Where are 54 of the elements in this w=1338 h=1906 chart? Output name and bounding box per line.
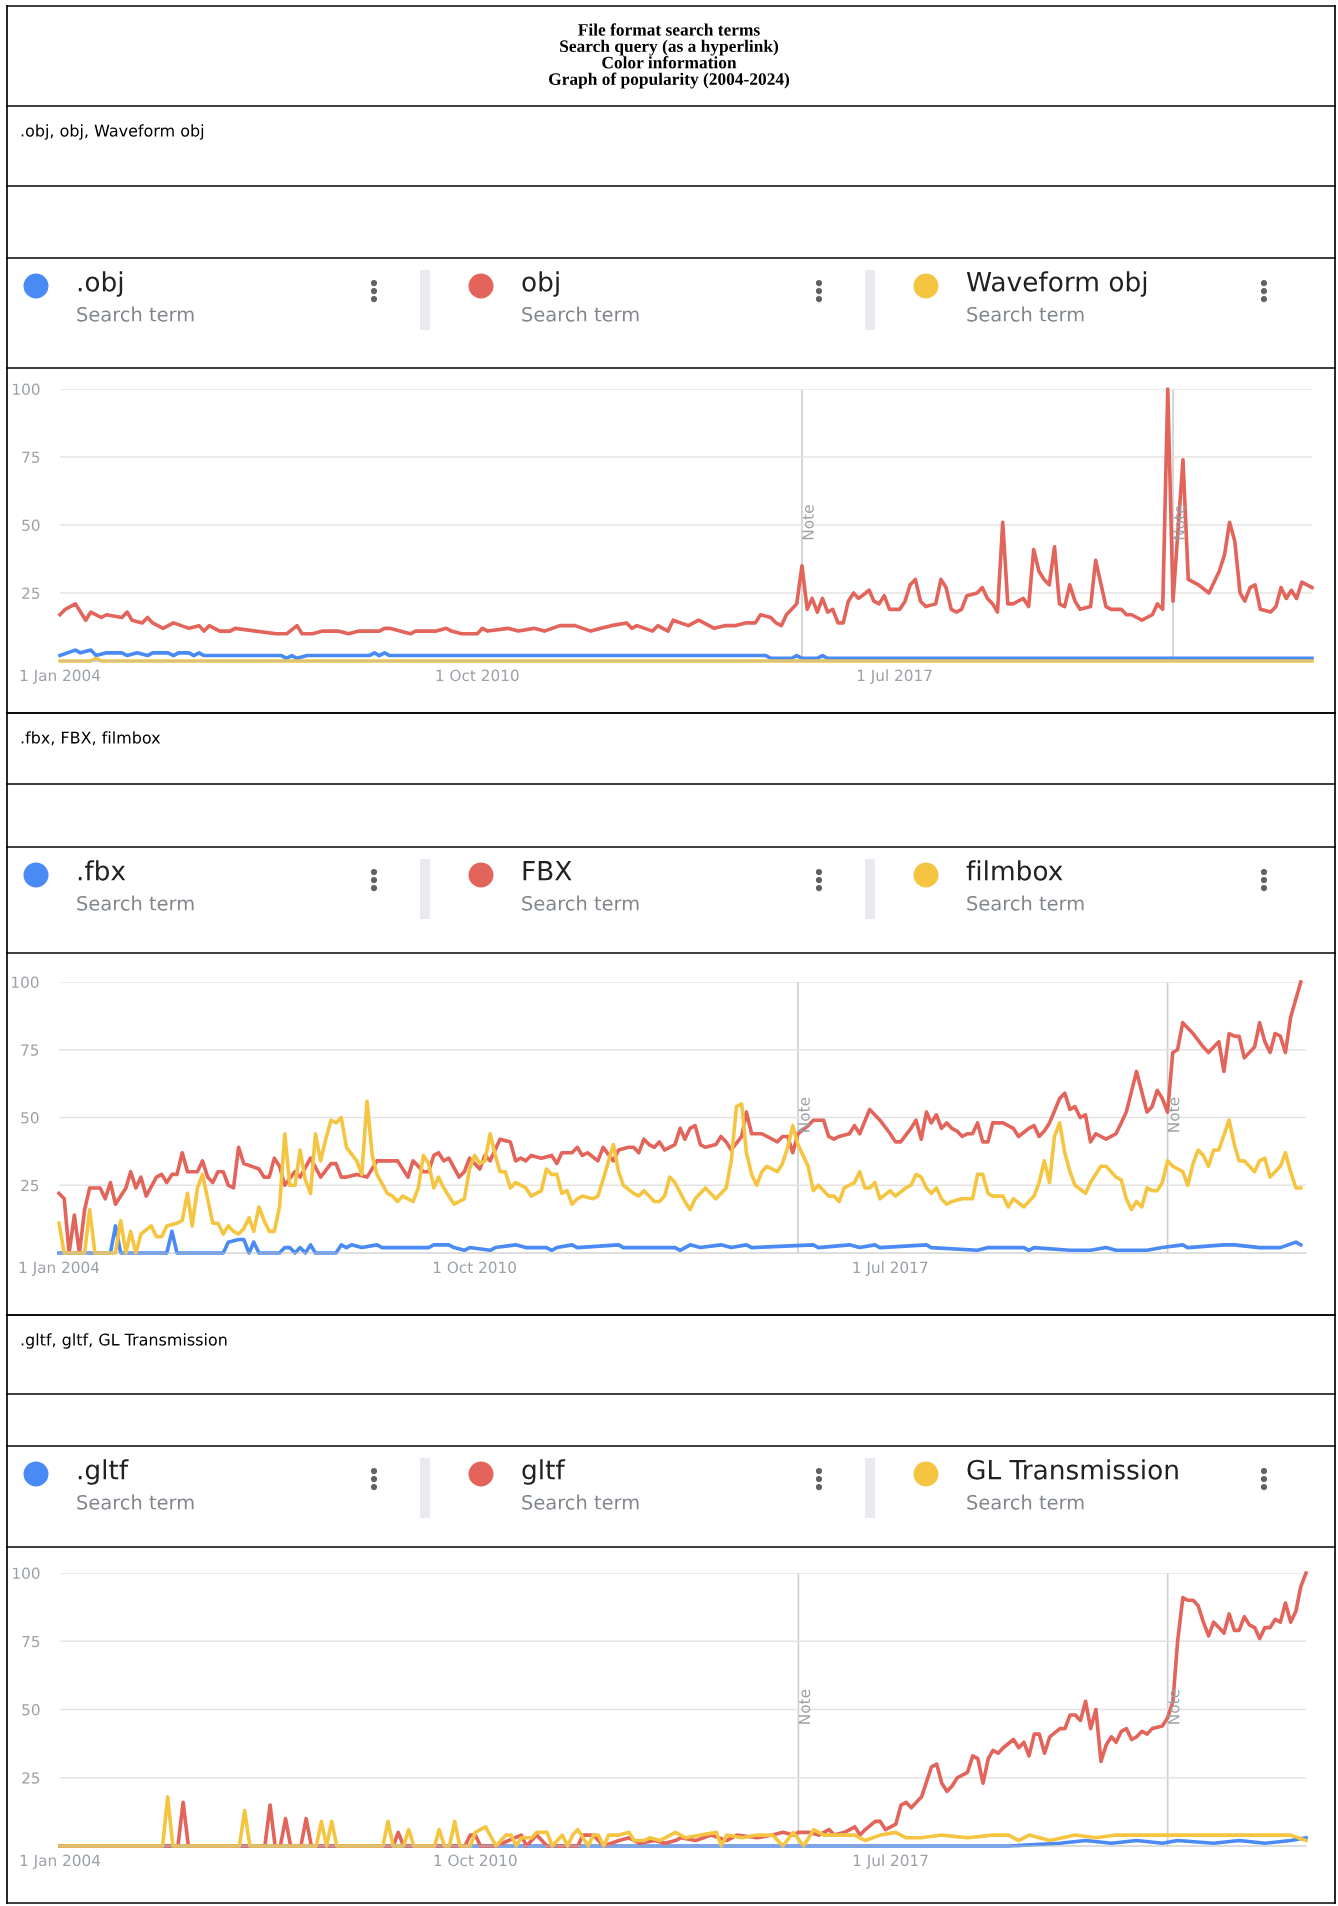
chart-subtitle: .gltf, gltf, GL Transmission: [21, 1333, 227, 1349]
x-tick-label: 1 Oct 2010: [434, 1854, 517, 1867]
chart-subtitle: .obj, obj, Waveform obj: [21, 124, 204, 140]
ref-line-label: Note: [798, 1097, 810, 1132]
y-tick-label: 25: [22, 587, 40, 600]
y-tick-label: 25: [22, 1772, 40, 1784]
x-tick-label: 1 Jan 2004: [20, 669, 101, 684]
y-tick-label: 75: [22, 1635, 40, 1648]
text: Search term: [522, 306, 639, 322]
legend-label: FBX: [523, 861, 572, 881]
y-tick-label: 50: [22, 519, 40, 532]
legend-label: .gltf: [78, 1459, 129, 1485]
legend-label: filmbox: [966, 860, 1063, 881]
x-tick-label: 1 Oct 2010: [436, 669, 519, 682]
x-tick-label: 1 Oct 2010: [433, 1261, 516, 1274]
chart-subtitle: .fbx, FBX, filmbox: [21, 731, 161, 746]
legend-title: Search term: [77, 895, 194, 911]
y-tick-label: 75: [22, 451, 40, 464]
ref-line-label: Note: [802, 505, 814, 540]
ref-line-label: Note: [1168, 1689, 1180, 1724]
legend-title: Search term: [77, 306, 194, 322]
ref-line-label: Note: [1173, 505, 1185, 540]
text: Search term: [967, 1494, 1084, 1510]
legend-label: GL Transmission: [967, 1459, 1178, 1480]
chart-title: File format search terms Search query (as a hyperlink) Color information Graph of popularity (2004-2024): [549, 23, 790, 89]
x-tick-label: 1 Jan 2004: [19, 1261, 100, 1276]
y-tick-label: 100: [13, 383, 40, 396]
x-tick-label: 1 Jan 2004: [20, 1854, 101, 1869]
legend-label: obj: [522, 271, 559, 297]
line-series: [57, 1224, 1303, 1255]
y-tick-label: 25: [21, 1179, 39, 1192]
ref-line-label: Note: [798, 1689, 811, 1724]
y-tick-label: 50: [22, 1703, 40, 1716]
line-series: [58, 648, 1314, 661]
x-tick-label: 1 Jul 2017: [853, 1854, 928, 1869]
legend-label: gltf: [522, 1459, 566, 1485]
ref-line-label: Note: [1168, 1097, 1180, 1132]
legend-label: .obj: [78, 271, 123, 297]
y-tick-label: 50: [21, 1111, 39, 1124]
y-tick-label: 100: [13, 1567, 40, 1580]
legend-title: Search term: [77, 1494, 194, 1510]
text: Search term: [522, 895, 639, 911]
legend-label: .fbx: [78, 860, 126, 881]
y-tick-label: 100: [12, 976, 39, 989]
line-series: [57, 1099, 1303, 1255]
y-tick-label: 75: [21, 1044, 39, 1056]
text: Search term: [967, 306, 1084, 322]
line-series: [58, 387, 1314, 636]
text: Search term: [522, 1494, 639, 1510]
text: Search term: [967, 895, 1084, 911]
x-tick-label: 1 Jul 2017: [857, 669, 932, 684]
x-tick-label: 1 Jul 2017: [853, 1261, 928, 1276]
legend-label: Waveform obj: [966, 271, 1147, 297]
line-series: [58, 1795, 1308, 1848]
